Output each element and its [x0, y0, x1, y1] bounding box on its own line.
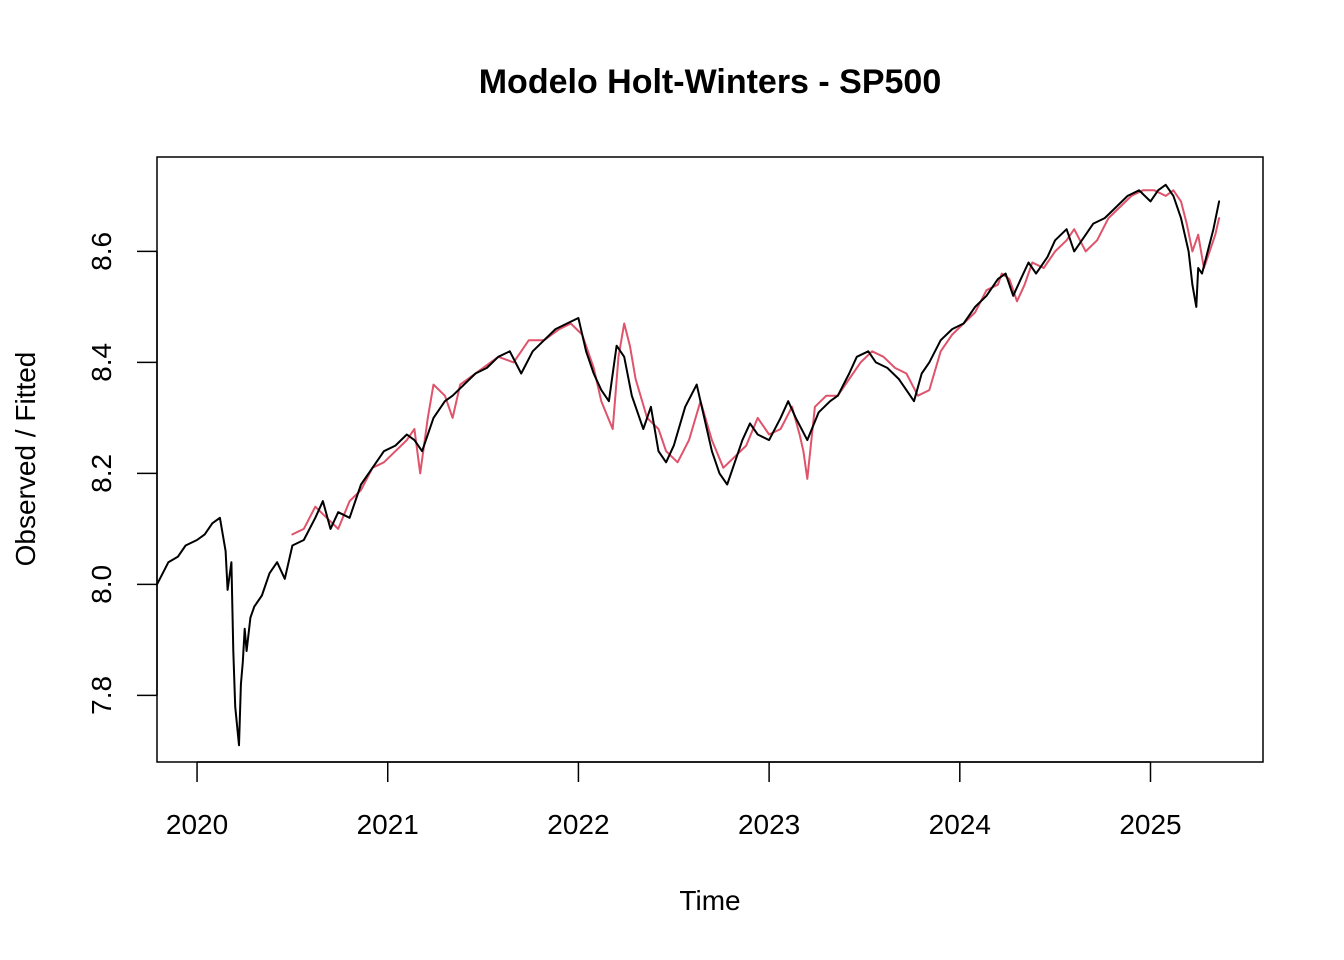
x-axis-label: Time [679, 885, 740, 916]
series-layer [156, 183, 1221, 747]
y-tick-label: 7.8 [86, 676, 117, 715]
chart-title: Modelo Holt-Winters - SP500 [479, 63, 942, 101]
x-tick-label: 2020 [166, 809, 228, 840]
y-tick-label: 8.2 [86, 454, 117, 493]
y-tick-label: 8.0 [86, 565, 117, 604]
x-tick-label: 2021 [357, 809, 419, 840]
x-axis: 2020 2021 2022 2023 2024 2025 [166, 761, 1182, 840]
y-axis-label: Observed / Fitted [10, 352, 41, 567]
x-tick-label: 2022 [547, 809, 609, 840]
y-axis: 7.8 8.0 8.2 8.4 8.6 [86, 232, 158, 715]
x-tick-label: 2025 [1119, 809, 1181, 840]
x-tick-label: 2023 [738, 809, 800, 840]
fitted-series-line [291, 189, 1221, 536]
observed-series-line [156, 183, 1221, 747]
y-tick-label: 8.4 [86, 343, 117, 382]
plot-frame [156, 156, 1264, 763]
y-tick-label: 8.6 [86, 232, 117, 271]
x-tick-label: 2024 [929, 809, 991, 840]
